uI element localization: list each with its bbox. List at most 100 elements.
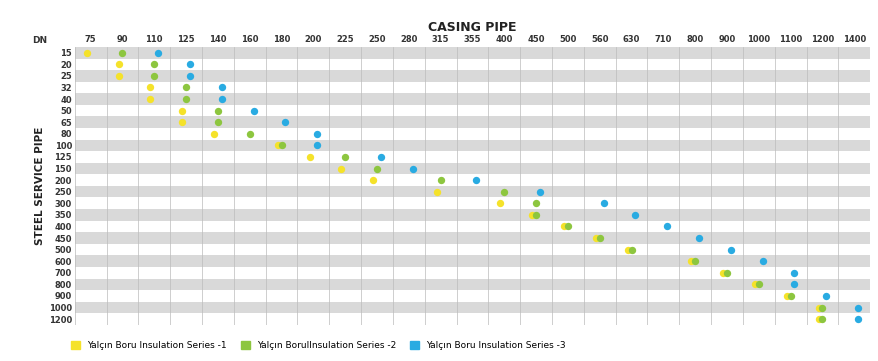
Point [151,50,165,56]
Bar [75,47,869,58]
Point [183,61,197,67]
Point [529,200,543,206]
Point [112,73,126,79]
Point [659,223,673,229]
Bar [75,70,869,82]
Point [211,119,225,125]
Point [429,189,443,195]
Bar [75,313,869,325]
Point [143,84,157,90]
Bar [75,105,869,116]
Point [850,316,864,322]
Bar [75,186,869,197]
Y-axis label: STEEL SERVICE PIPE: STEEL SERVICE PIPE [34,127,45,245]
Point [433,177,447,183]
Point [147,73,162,79]
Point [493,200,507,206]
Point [810,305,824,310]
Bar [75,221,869,232]
Point [242,131,256,137]
Bar [75,82,869,93]
X-axis label: CASING PIPE: CASING PIPE [428,21,516,34]
Bar [75,163,869,174]
Legend: Yalçın Boru Insulation Series -1, Yalçın BorulInsulation Series -2, Yalçın Boru : Yalçın Boru Insulation Series -1, Yalçın… [71,340,565,350]
Bar [75,244,869,256]
Point [818,293,832,299]
Point [175,108,189,113]
Point [274,143,288,148]
Point [624,247,638,252]
Point [810,316,824,322]
Point [115,50,129,56]
Point [787,282,801,287]
Point [628,212,642,218]
Point [143,96,157,102]
Point [850,305,864,310]
Point [497,189,511,195]
Point [755,258,769,264]
Point [405,166,419,171]
Point [747,282,761,287]
Point [211,108,225,113]
Point [751,282,765,287]
Point [716,270,730,276]
Point [179,84,193,90]
Bar [75,209,869,221]
Point [214,96,228,102]
Point [334,166,348,171]
Bar [75,174,869,186]
Point [147,61,162,67]
Point [592,235,606,241]
Bar [75,232,869,244]
Point [529,212,543,218]
Point [373,154,387,160]
Bar [75,279,869,290]
Point [588,235,602,241]
Bar [75,302,869,313]
Point [183,73,197,79]
Point [179,96,193,102]
Bar [75,128,869,140]
Bar [75,151,869,163]
Bar [75,197,869,209]
Bar [75,140,869,151]
Point [691,235,705,241]
Bar [75,116,869,128]
Point [532,189,546,195]
Point [684,258,698,264]
Bar [75,290,869,302]
Point [370,166,384,171]
Point [112,61,126,67]
Bar [75,255,869,267]
Point [80,50,94,56]
Point [560,223,574,229]
Bar [75,93,869,105]
Point [214,84,228,90]
Point [723,247,737,252]
Point [687,258,702,264]
Point [310,131,324,137]
Point [525,212,539,218]
Point [815,305,829,310]
Point [469,177,483,183]
Point [207,131,221,137]
Bar [75,267,869,279]
Point [719,270,733,276]
Point [783,293,797,299]
Point [620,247,634,252]
Point [175,119,189,125]
Point [787,270,801,276]
Point [278,119,292,125]
Point [557,223,571,229]
Point [596,200,610,206]
Point [270,143,284,148]
Point [815,316,829,322]
Point [302,154,316,160]
Point [366,177,380,183]
Bar [75,58,869,70]
Point [246,108,260,113]
Point [310,143,324,148]
Point [338,154,352,160]
Point [779,293,793,299]
Text: DN: DN [32,36,47,45]
